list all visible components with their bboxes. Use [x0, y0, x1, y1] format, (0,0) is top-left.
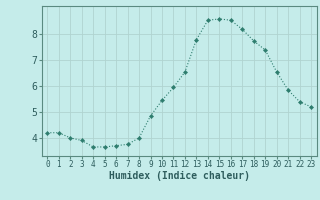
X-axis label: Humidex (Indice chaleur): Humidex (Indice chaleur)	[109, 171, 250, 181]
